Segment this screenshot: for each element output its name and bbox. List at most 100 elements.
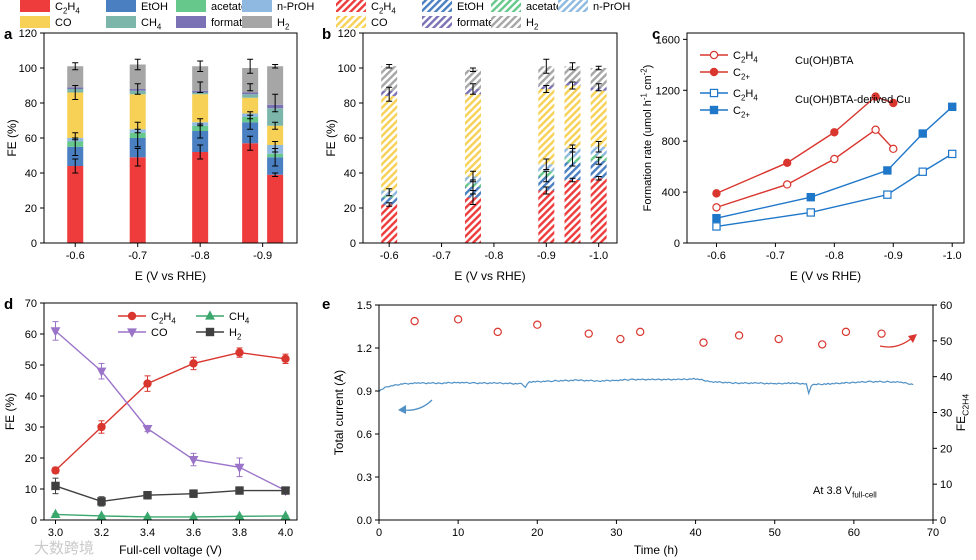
bar-segment-H2 bbox=[129, 64, 146, 89]
data-point-marker bbox=[806, 192, 815, 202]
legend-swatch-H2 bbox=[242, 16, 272, 28]
legend-swatch-nPrOH bbox=[242, 0, 272, 12]
legend-label-CO: CO bbox=[55, 17, 72, 29]
panel-a-stacked-bar-chart: 0 20 40 60 80 100 120 -0.6 -0.7 -0.8 -0.9 E (V vs R… bbox=[5, 0, 314, 283]
panel-b-stacked-bar-chart: 0 20 40 60 80 100 120 -0.6 -0.7 -0.8 -0.9 -1.0 E (V … bbox=[324, 0, 630, 283]
panel-e-xtick-label: 40 bbox=[689, 527, 701, 539]
panel-c-ytick-label: 1200 bbox=[656, 85, 680, 97]
panel-b-xtick-label: -0.9 bbox=[537, 250, 556, 262]
bar-segment-EtOH bbox=[381, 197, 398, 205]
legend-label-H2: H2 bbox=[277, 17, 289, 31]
bar-segment-C2H4 bbox=[590, 178, 607, 243]
panel-a-xtick-label: -0.6 bbox=[66, 250, 85, 262]
panel-d-xtick-label: 3.6 bbox=[186, 527, 201, 539]
panel-d-ytick-label: 40 bbox=[25, 391, 37, 403]
panel-c-xtick-label: -0.9 bbox=[884, 250, 903, 262]
bar-segment-H2 bbox=[192, 66, 209, 91]
data-point-marker bbox=[143, 379, 152, 388]
panel-d-ytick-label: 0 bbox=[31, 515, 37, 527]
bar-segment-H2 bbox=[242, 68, 259, 93]
bar-segment-H2 bbox=[67, 66, 84, 88]
data-point-marker bbox=[97, 422, 106, 432]
data-point-marker bbox=[235, 486, 244, 495]
panel-e-ylabel-left: Total current (A) bbox=[332, 370, 346, 455]
bar-segment-CH4 bbox=[192, 92, 209, 95]
legend-label-series: C2H4 bbox=[733, 88, 758, 102]
data-point-marker bbox=[782, 158, 792, 168]
data-point-marker bbox=[918, 129, 927, 138]
bar-segment-C2H4 bbox=[538, 190, 555, 243]
panel-label-e: e bbox=[322, 296, 330, 313]
bar-segment-CH4 bbox=[242, 94, 259, 98]
panel-d-ylabel: FE (%) bbox=[3, 393, 17, 430]
panel-d-ytick-label: 10 bbox=[25, 484, 37, 496]
panel-label-d: d bbox=[4, 296, 13, 313]
panel-b-xtick-label: -1.0 bbox=[589, 250, 608, 262]
panel-e-ytick-label: 0.0 bbox=[357, 515, 372, 527]
bar-segment-H2 bbox=[564, 66, 581, 82]
panel-c-ytick-label: 0 bbox=[674, 238, 680, 250]
panel-b-ylabel: FE (%) bbox=[324, 119, 338, 156]
panel-b-ytick-label: 80 bbox=[344, 98, 356, 110]
data-point-marker bbox=[234, 463, 245, 473]
panel-a-xlabel: E (V vs RHE) bbox=[135, 269, 206, 283]
legend-swatch-nPrOH bbox=[558, 0, 588, 12]
legend-label-EtOH: EtOH bbox=[141, 1, 168, 13]
fe-data-point bbox=[818, 340, 827, 349]
right-axis-arrowhead bbox=[908, 334, 917, 343]
legend-label-C2H4: C2H4 bbox=[371, 1, 396, 15]
bar-segment-acetate bbox=[381, 195, 398, 198]
panel-c-xtick-label: -0.7 bbox=[766, 250, 785, 262]
panel-c-xlabel: E (V vs RHE) bbox=[790, 269, 861, 283]
panel-e-ytick-label: 1.2 bbox=[357, 343, 372, 355]
legend-label-nPrOH: n-PrOH bbox=[593, 1, 630, 13]
data-point-marker bbox=[188, 455, 199, 466]
bar-segment-C2H4 bbox=[67, 166, 84, 243]
panel-b-ytick-label: 100 bbox=[338, 63, 356, 75]
fe-data-point bbox=[635, 327, 645, 337]
series-line-CH4 bbox=[55, 513, 286, 518]
legend-swatch-acetate bbox=[491, 0, 521, 12]
legend-marker-C2H4 bbox=[127, 311, 137, 321]
data-point-marker bbox=[883, 190, 892, 199]
bar-segment-EtOH bbox=[538, 176, 555, 191]
panel-c-ylabel: Formation rate (umol h-1 cm-2) bbox=[640, 65, 654, 212]
bar-segment-C2H4 bbox=[242, 143, 259, 243]
current-trace-line bbox=[378, 377, 914, 396]
legend-label-C2H4: C2H4 bbox=[55, 1, 80, 15]
series-line-2 bbox=[716, 153, 953, 228]
panel-d-ytick-label: 50 bbox=[25, 360, 37, 372]
fe-data-point bbox=[734, 331, 744, 340]
legend-label-series: C2+ bbox=[733, 67, 750, 81]
panel-d-fe-voltage-chart: 0 10 20 30 40 50 60 70 3.0 3.2 3.4 3.6 3.8 4.0 Full-ce… bbox=[3, 298, 298, 557]
data-point-marker bbox=[782, 180, 792, 189]
legend-label-CH4: CH4 bbox=[141, 17, 162, 31]
legend-label-formate: formate bbox=[211, 17, 248, 29]
watermark-text: 大数跨境 bbox=[34, 539, 94, 557]
panel-a-ytick-label: 80 bbox=[25, 98, 37, 110]
panel-b-ytick-label: 120 bbox=[338, 28, 356, 40]
fe-data-point bbox=[584, 329, 593, 338]
legend-label-H2: H2 bbox=[526, 17, 538, 31]
fe-data-point bbox=[841, 327, 851, 337]
data-point-marker bbox=[871, 92, 880, 101]
panel-e-ytick-label-right: 0 bbox=[940, 515, 946, 527]
panel-c-xtick-label: -0.6 bbox=[707, 250, 726, 262]
panel-b-ytick-label: 0 bbox=[350, 238, 356, 250]
panel-d-xtick-label: 4.0 bbox=[278, 527, 293, 539]
bar-segment-C2H4 bbox=[381, 204, 398, 243]
legend-label-series: C2+ bbox=[733, 105, 750, 119]
panel-e-ytick-label-right: 60 bbox=[940, 300, 952, 312]
bar-segment-EtOH bbox=[67, 146, 84, 166]
fe-data-point bbox=[533, 320, 542, 329]
bar-segment-C2H4 bbox=[464, 197, 481, 243]
panel-b-xtick-label: -0.8 bbox=[484, 250, 503, 262]
panel-a-ytick-label: 60 bbox=[25, 133, 37, 145]
legend-label-acetate: acetate bbox=[526, 1, 562, 13]
series-line-CO bbox=[55, 330, 286, 492]
data-point-marker bbox=[51, 481, 60, 491]
bar-segment-formate bbox=[242, 92, 259, 95]
data-point-marker bbox=[948, 149, 957, 159]
data-point-marker bbox=[712, 203, 721, 212]
legend-label-EtOH: EtOH bbox=[457, 1, 484, 13]
